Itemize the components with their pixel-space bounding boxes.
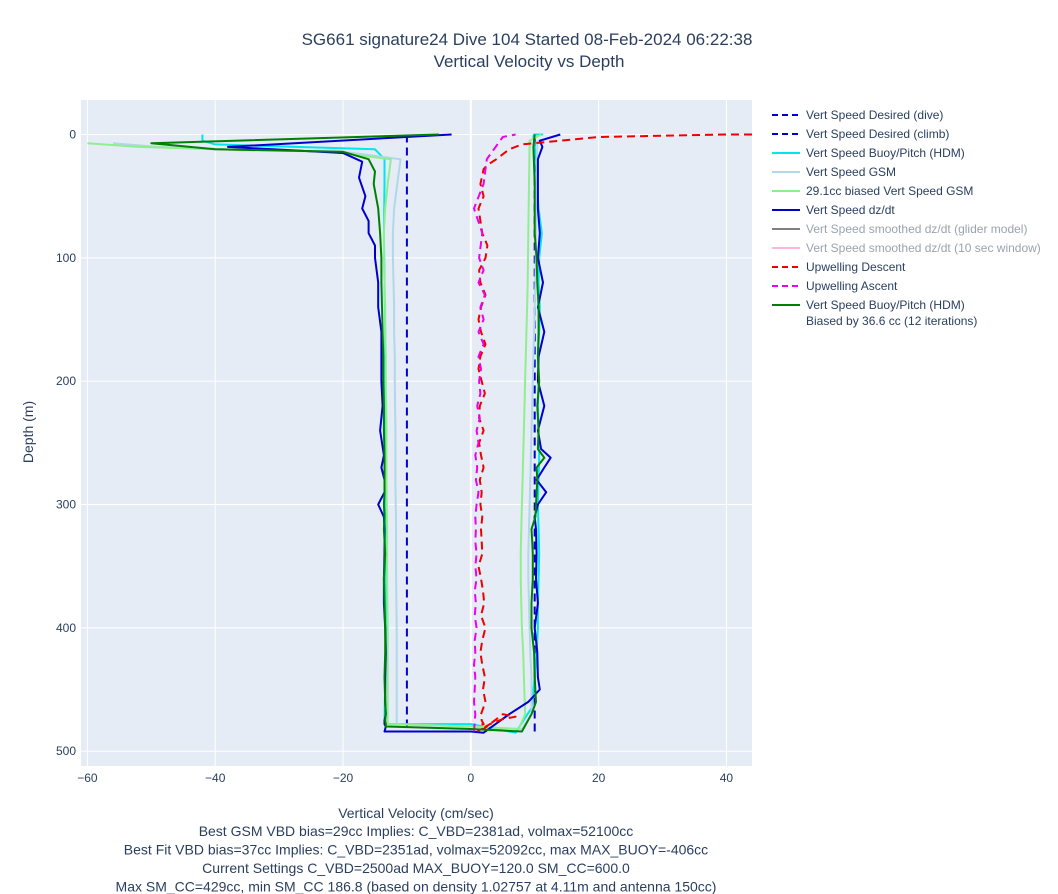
series-line-8 [476, 133, 752, 733]
chart-title: SG661 signature24 Dive 104 Started 08-Fe… [302, 30, 753, 49]
legend-label: Vert Speed Buoy/Pitch (HDM) [806, 146, 965, 160]
x-tick-label: −60 [77, 771, 98, 785]
legend-label: Vert Speed GSM [806, 165, 896, 179]
legend-item-4[interactable]: 29.1cc biased Vert Speed GSM [772, 184, 973, 198]
legend-item-8[interactable]: Upwelling Descent [772, 260, 906, 274]
footer-line: Current Settings C_VBD=2500ad MAX_BUOY=1… [202, 860, 630, 876]
footer-notes: Best GSM VBD bias=29cc Implies: C_VBD=23… [116, 823, 717, 894]
footer-line: Best GSM VBD bias=29cc Implies: C_VBD=23… [199, 823, 634, 839]
x-tick-label: 20 [592, 771, 606, 785]
series-line-2 [201, 133, 544, 734]
series-line-10 [150, 133, 546, 733]
legend-label: 29.1cc biased Vert Speed GSM [806, 184, 973, 198]
legend-label: Vert Speed Desired (climb) [806, 127, 949, 141]
legend-item-0[interactable]: Vert Speed Desired (dive) [772, 108, 943, 122]
grid-lines [81, 100, 752, 766]
y-tick-label: 100 [56, 251, 76, 265]
legend-label: Vert Speed smoothed dz/dt (10 sec window… [806, 241, 1041, 255]
x-tick-label: −40 [205, 771, 226, 785]
legend-item-9[interactable]: Upwelling Ascent [772, 279, 898, 293]
x-axis-title: Vertical Velocity (cm/sec) [338, 805, 494, 821]
series-line-9 [473, 133, 516, 732]
legend-label: Vert Speed Buoy/Pitch (HDM) Biased by 36.… [806, 298, 977, 328]
legend-item-6[interactable]: Vert Speed smoothed dz/dt (glider model) [772, 222, 1027, 236]
legend-item-7[interactable]: Vert Speed smoothed dz/dt (10 sec window… [772, 241, 1041, 255]
legend-item-3[interactable]: Vert Speed GSM [772, 165, 896, 179]
y-tick-label: 0 [69, 128, 76, 142]
y-tick-label: 400 [56, 621, 76, 635]
legend-label: Upwelling Descent [806, 260, 906, 274]
legend-item-1[interactable]: Vert Speed Desired (climb) [772, 127, 949, 141]
footer-line: Max SM_CC=429cc, min SM_CC 186.8 (based … [116, 879, 717, 894]
x-tick-label: 0 [467, 771, 474, 785]
x-tick-label: −20 [333, 771, 354, 785]
legend-label: Vert Speed Desired (dive) [806, 108, 943, 122]
chart-subtitle: Vertical Velocity vs Depth [434, 52, 625, 71]
y-tick-label: 300 [56, 498, 76, 512]
legend[interactable]: Vert Speed Desired (dive) Vert Speed Desi… [772, 108, 1041, 328]
y-tick-label: 200 [56, 374, 76, 388]
series-line-4 [87, 133, 542, 730]
series-layer [87, 133, 752, 734]
y-tick-label: 500 [56, 744, 76, 758]
legend-item-10[interactable]: Vert Speed Buoy/Pitch (HDM) Biased by 36.… [772, 298, 977, 328]
legend-item-5[interactable]: Vert Speed dz/dt [772, 203, 895, 217]
x-tick-label: 40 [720, 771, 734, 785]
y-axis-title: Depth (m) [20, 401, 36, 463]
legend-label: Vert Speed dz/dt [806, 203, 895, 217]
legend-item-2[interactable]: Vert Speed Buoy/Pitch (HDM) [772, 146, 965, 160]
legend-label: Vert Speed smoothed dz/dt (glider model) [806, 222, 1027, 236]
legend-label: Upwelling Ascent [806, 279, 898, 293]
plot-area [81, 100, 752, 766]
footer-line: Best Fit VBD bias=37cc Implies: C_VBD=23… [124, 842, 708, 858]
